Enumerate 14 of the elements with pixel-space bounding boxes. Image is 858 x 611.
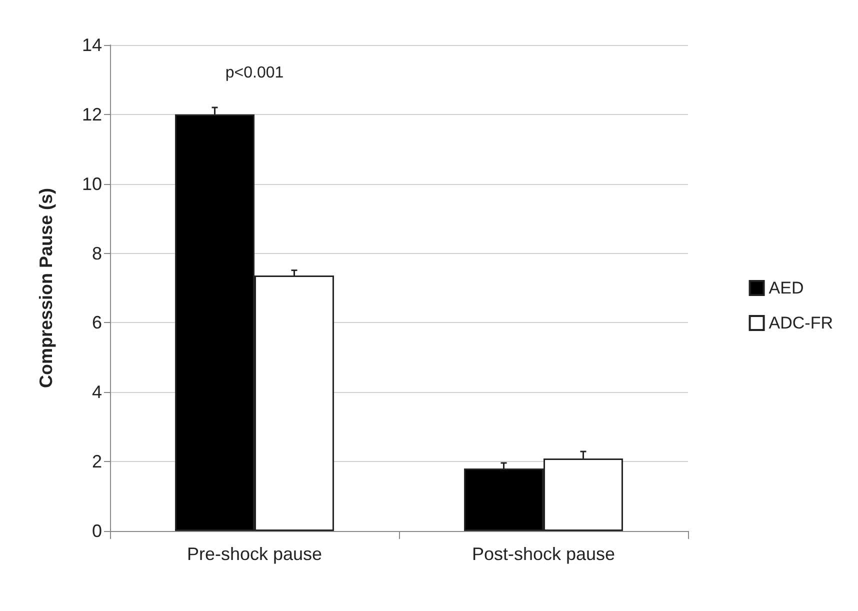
y-tick-label: 0 [92, 521, 102, 541]
legend-label: AED [768, 278, 804, 298]
y-tick-label: 14 [82, 35, 102, 55]
legend-label: ADC-FR [768, 314, 834, 332]
y-tick-label: 4 [92, 382, 102, 402]
x-tick-label: Pre-shock pause [186, 544, 322, 564]
y-tick-label: 8 [92, 243, 102, 264]
y-tick-label: 12 [82, 104, 102, 124]
y-tick-label: 2 [92, 452, 102, 472]
y-tick-label: 10 [82, 174, 102, 194]
y-tick-label: 6 [92, 312, 102, 333]
x-tick-label: Post-shock pause [472, 544, 616, 564]
annotation: p<0.001 [225, 64, 284, 82]
y-axis-title: Compression Pause (s) [36, 188, 56, 388]
